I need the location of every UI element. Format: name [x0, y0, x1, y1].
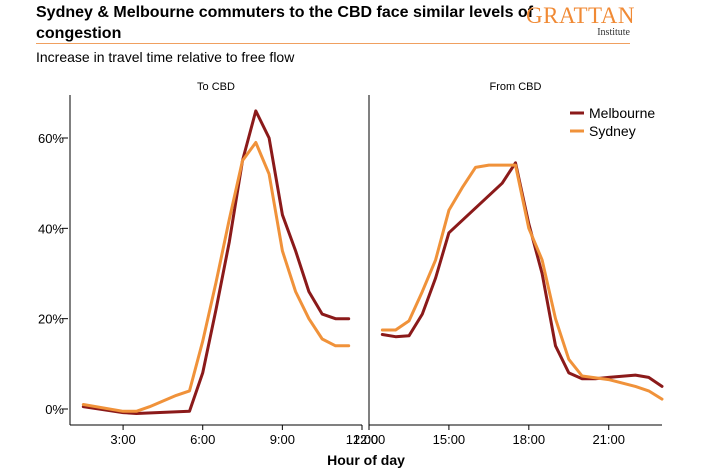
- legend-label-melbourne: Melbourne: [589, 105, 655, 121]
- x-tick-label: 3:00: [110, 432, 135, 447]
- x-tick-label: 6:00: [190, 432, 215, 447]
- series-line-melbourne: [380, 161, 664, 388]
- panel-title: From CBD: [490, 81, 542, 93]
- logo-subtext: Institute: [597, 27, 630, 38]
- chart-subtitle: Increase in travel time relative to free…: [36, 49, 295, 65]
- y-tick-label: 20%: [38, 312, 64, 327]
- x-tick-label: 12:00: [353, 432, 386, 447]
- grattan-logo: GRATTAN Institute: [526, 3, 635, 38]
- x-tick-label: 9:00: [270, 432, 295, 447]
- y-tick-label: 40%: [38, 221, 64, 236]
- series-line-melbourne: [81, 109, 351, 415]
- x-tick-label: 12:00: [346, 432, 379, 447]
- y-tick-label: 0%: [45, 402, 64, 417]
- title-divider: [36, 43, 630, 44]
- x-axis-title: Hour of day: [327, 452, 405, 468]
- y-tick-label: 60%: [38, 131, 64, 146]
- chart-title: Sydney & Melbourne commuters to the CBD …: [36, 4, 534, 42]
- legend: Melbourne Sydney: [570, 105, 655, 139]
- x-tick-label: 15:00: [433, 432, 466, 447]
- x-tick-label: 21:00: [592, 432, 625, 447]
- legend-label-sydney: Sydney: [589, 123, 636, 139]
- x-tick-label: 18:00: [513, 432, 546, 447]
- logo-wordmark: GRATTAN: [526, 3, 635, 28]
- panel-title: To CBD: [197, 81, 235, 93]
- series-line-sydney: [81, 141, 351, 413]
- series-line-sydney: [380, 163, 664, 401]
